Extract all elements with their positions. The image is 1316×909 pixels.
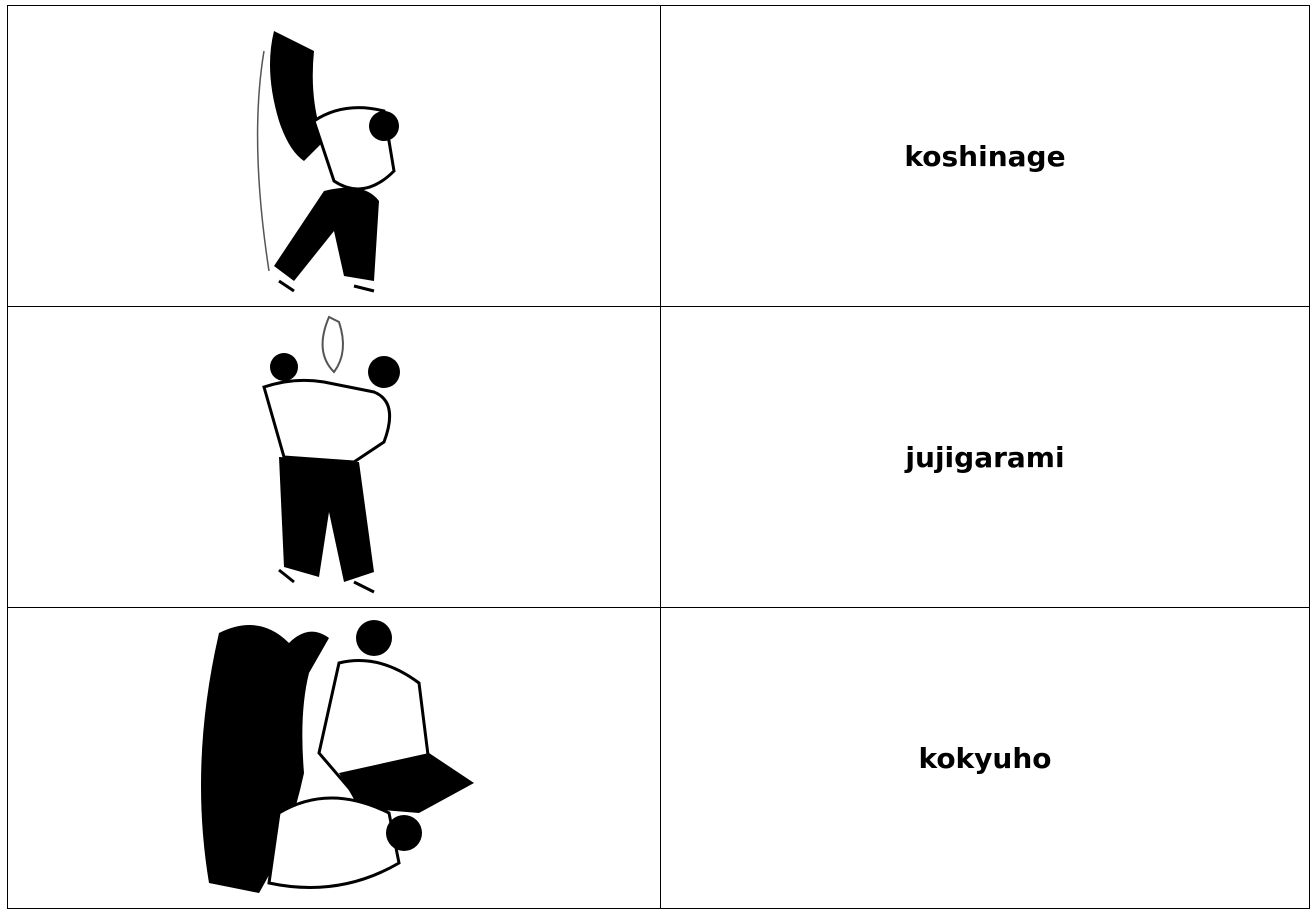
jujigarami-illustration [262, 315, 400, 594]
technique-name: koshinage [660, 5, 1310, 307]
image-cell [7, 607, 661, 909]
technique-table: koshinage jujigarami kok [7, 5, 1310, 909]
koshinage-illustration [256, 31, 399, 293]
image-cell [7, 5, 661, 307]
technique-name: jujigarami [660, 306, 1310, 608]
technique-name: kokyuho [660, 607, 1310, 909]
table-row: kokyuho [7, 607, 1310, 909]
image-cell [7, 306, 661, 608]
table-row: jujigarami [7, 306, 1310, 608]
kokyuho-illustration [201, 620, 474, 893]
table-row: koshinage [7, 5, 1310, 307]
